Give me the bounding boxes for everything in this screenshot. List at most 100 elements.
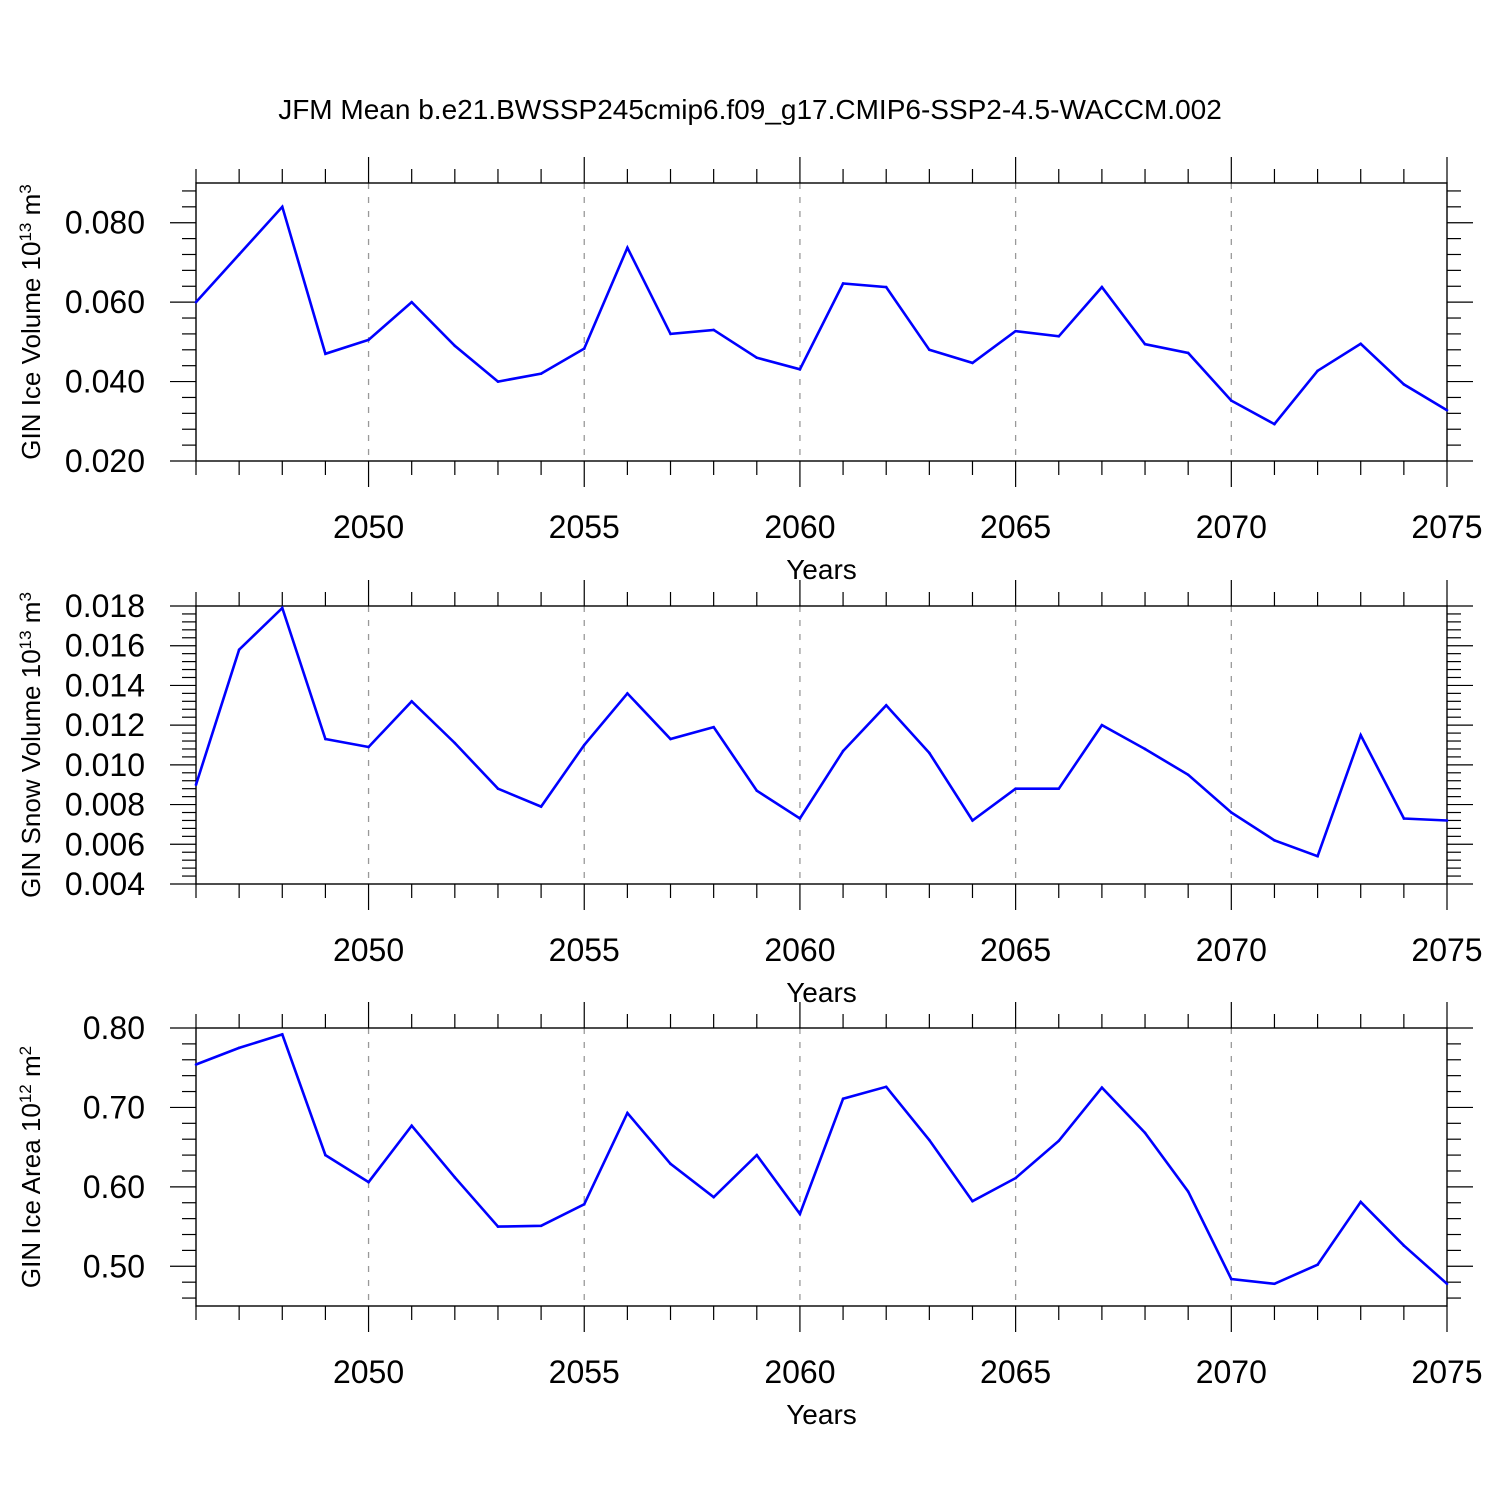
data-point [280, 606, 284, 610]
data-point [280, 205, 284, 209]
x-tick-label: 2065 [980, 1354, 1051, 1390]
data-point [1100, 723, 1104, 727]
x-tick-label: 2075 [1411, 1354, 1482, 1390]
x-tick-label: 2055 [549, 1354, 620, 1390]
x-tick-label: 2065 [980, 509, 1051, 545]
data-point [1057, 787, 1061, 790]
data-point [1445, 1282, 1449, 1286]
data-point [1100, 285, 1104, 289]
data-point [582, 1203, 586, 1206]
data-point [884, 703, 888, 707]
data-point [280, 1033, 284, 1036]
data-point [582, 743, 586, 747]
y-tick-label: 0.60 [83, 1169, 145, 1205]
y-tick-label: 0.004 [65, 866, 145, 902]
data-point [539, 805, 543, 808]
y-axis-label: GIN Ice Area 1012 m2 [16, 1046, 47, 1288]
data-point [712, 725, 715, 729]
data-point [1445, 819, 1449, 822]
x-axis-label: Years [786, 554, 857, 585]
chart-panel-1: 0.020 0.040 0.060 0.080 2050 2055 2060 2065 2070… [16, 157, 1483, 585]
data-point [712, 328, 715, 332]
data-point [453, 741, 457, 745]
data-point [798, 817, 802, 820]
x-tick-label: 2050 [333, 932, 404, 968]
x-tick-label: 2060 [764, 932, 835, 968]
data-point [1402, 1244, 1406, 1247]
x-tick-label: 2070 [1196, 1354, 1267, 1390]
data-point [1057, 334, 1061, 338]
data-point [194, 783, 198, 787]
figure-title: JFM Mean b.e21.BWSSP245cmip6.f09_g17.CMI… [278, 94, 1222, 125]
data-point [928, 1138, 931, 1142]
data-point [841, 1097, 845, 1100]
data-point [1402, 383, 1406, 386]
x-tick-label: 2065 [980, 932, 1051, 968]
x-tick-label: 2075 [1411, 932, 1482, 968]
data-point [928, 348, 931, 352]
y-tick-label: 0.016 [65, 628, 145, 664]
data-point [669, 1162, 672, 1166]
data-point [1359, 342, 1363, 346]
y-tick-label: 0.020 [65, 443, 145, 479]
data-point [496, 380, 500, 383]
x-tick-label: 2050 [333, 509, 404, 545]
data-point [496, 1225, 500, 1228]
data-point [669, 332, 672, 336]
x-tick-label: 2060 [764, 1354, 835, 1390]
x-tick-label: 2075 [1411, 509, 1482, 545]
data-point [626, 1111, 629, 1115]
data-point [798, 367, 802, 371]
data-point [798, 1212, 802, 1216]
data-point [884, 1085, 888, 1089]
x-axis-label: Years [786, 977, 857, 1008]
data-point [237, 1046, 241, 1050]
x-tick-label: 2060 [764, 509, 835, 545]
x-axis-label: Years [786, 1399, 857, 1430]
data-point [971, 1199, 974, 1203]
data-point [1230, 1277, 1233, 1281]
data-point [1143, 747, 1147, 751]
data-point [1359, 733, 1363, 737]
data-point [539, 1224, 543, 1228]
y-tick-label: 0.018 [65, 588, 145, 624]
data-point [539, 372, 543, 375]
data-point [237, 253, 241, 256]
data-series-line [195, 1032, 1448, 1286]
data-point [1143, 1131, 1147, 1135]
panels: 0.020 0.040 0.060 0.080 2050 2055 2060 2065 2070… [16, 157, 1483, 1430]
x-tick-label: 2050 [333, 1354, 404, 1390]
data-point [1359, 1200, 1363, 1204]
y-tick-label: 0.006 [65, 826, 145, 862]
y-tick-label: 0.010 [65, 747, 145, 783]
data-point [1230, 399, 1233, 402]
data-point [755, 1153, 759, 1157]
data-point [1014, 1176, 1017, 1180]
y-tick-label: 0.80 [83, 1010, 145, 1046]
data-point [928, 751, 931, 755]
data-point [496, 787, 500, 790]
data-point [410, 1124, 413, 1127]
plot-frame [195, 605, 1448, 885]
plot-frame [195, 1027, 1448, 1307]
data-point [1014, 787, 1017, 790]
y-axis-label: GIN Ice Volume 1013 m3 [16, 184, 47, 460]
data-series-line [194, 605, 1448, 858]
y-tick-label: 0.012 [65, 707, 145, 743]
data-point [971, 819, 974, 822]
data-point [194, 300, 198, 304]
data-point [1402, 817, 1406, 820]
data-point [324, 352, 327, 356]
x-tick-label: 2070 [1196, 932, 1267, 968]
data-point [1100, 1086, 1104, 1089]
y-tick-label: 0.008 [65, 787, 145, 823]
data-point [841, 749, 845, 753]
x-tick-label: 2055 [549, 932, 620, 968]
data-point [453, 344, 457, 348]
data-point [626, 246, 629, 250]
data-point [367, 338, 370, 342]
data-point [755, 789, 759, 792]
data-point [1014, 329, 1017, 333]
x-tick-label: 2070 [1196, 509, 1267, 545]
